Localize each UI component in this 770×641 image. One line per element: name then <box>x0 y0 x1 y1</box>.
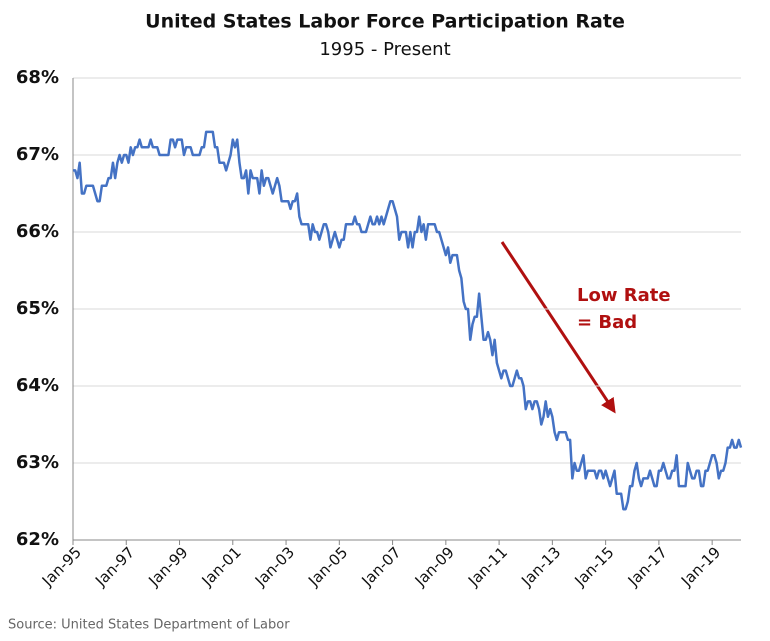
x-tick-label: Jan-95 <box>38 543 85 590</box>
x-tick-label: Jan-19 <box>677 543 724 590</box>
source-note: Source: United States Department of Labo… <box>8 618 290 633</box>
x-tick-label: Jan-15 <box>571 543 618 590</box>
x-tick-label: Jan-99 <box>144 543 191 590</box>
x-tick-label: Jan-09 <box>411 543 458 590</box>
y-tick-label: 62% <box>16 529 59 550</box>
y-tick-label: 64% <box>16 375 59 396</box>
chart-title: United States Labor Force Participation … <box>145 11 625 33</box>
y-tick-label: 63% <box>16 452 59 473</box>
x-tick-label: Jan-01 <box>198 543 245 590</box>
x-tick-label: Jan-97 <box>91 543 138 590</box>
x-tick-label: Jan-07 <box>357 543 404 590</box>
x-tick-label: Jan-03 <box>251 543 298 590</box>
x-tick-label: Jan-11 <box>464 543 511 590</box>
y-tick-label: 67% <box>16 144 59 165</box>
annotation-text: Low Rate <box>577 285 671 306</box>
x-tick-label: Jan-13 <box>517 543 564 590</box>
x-tick-label: Jan-05 <box>304 543 351 590</box>
x-tick-label: Jan-17 <box>624 543 671 590</box>
annotation-arrow <box>500 241 616 414</box>
y-tick-label: 65% <box>16 298 59 319</box>
y-tick-label: 66% <box>16 221 59 242</box>
chart-subtitle: 1995 - Present <box>319 39 450 60</box>
data-line <box>73 130 743 511</box>
y-tick-label: 68% <box>16 67 59 88</box>
annotation-text: = Bad <box>577 312 637 333</box>
